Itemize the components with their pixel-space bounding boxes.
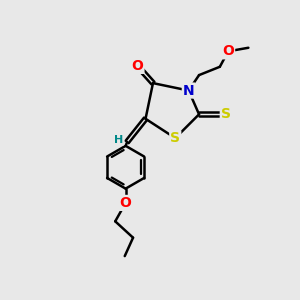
Text: O: O: [222, 44, 234, 58]
Text: H: H: [114, 135, 123, 145]
Text: S: S: [221, 107, 231, 121]
Text: N: N: [183, 84, 194, 98]
Text: S: S: [170, 131, 180, 145]
Text: O: O: [120, 196, 132, 210]
Text: O: O: [132, 59, 143, 73]
